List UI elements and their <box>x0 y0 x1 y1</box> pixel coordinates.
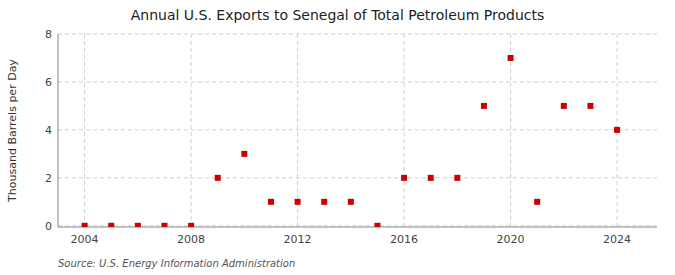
y-tick-label: 8 <box>45 28 52 41</box>
point <box>215 175 221 181</box>
source: Source: U.S. Energy Information Administ… <box>58 258 295 269</box>
title: Annual U.S. Exports to Senegal of Total … <box>131 7 545 23</box>
chart: Annual U.S. Exports to Senegal of Total … <box>0 0 675 275</box>
point <box>268 199 274 205</box>
grid-line <box>58 34 657 35</box>
point <box>108 223 114 227</box>
grid-line <box>84 34 85 227</box>
point <box>374 223 380 227</box>
point <box>508 55 514 61</box>
point <box>82 223 88 227</box>
point <box>321 199 327 205</box>
x-tick-label: 2016 <box>390 233 418 246</box>
y-tick-label: 0 <box>45 220 52 233</box>
grid-line <box>58 177 657 178</box>
x-axis-line <box>58 227 657 228</box>
points <box>82 55 620 227</box>
y-tick-label: 2 <box>45 172 52 185</box>
point <box>587 103 593 109</box>
grid <box>58 34 657 227</box>
point <box>295 199 301 205</box>
point <box>561 103 567 109</box>
y-tick-label: 6 <box>45 76 52 89</box>
point <box>614 127 620 133</box>
y-axis-label: Thousand Barrels per Day <box>6 59 19 203</box>
x-tick-label: 2008 <box>177 233 205 246</box>
point <box>534 199 540 205</box>
grid-line <box>58 81 657 82</box>
y-axis-line <box>58 34 59 227</box>
point <box>348 199 354 205</box>
x-tick-label: 2004 <box>71 233 99 246</box>
point <box>428 175 434 181</box>
x-tick-label: 2020 <box>497 233 525 246</box>
point <box>188 223 194 227</box>
point <box>481 103 487 109</box>
point <box>401 175 407 181</box>
x-tick-label: 2024 <box>603 233 631 246</box>
grid-line <box>58 225 657 226</box>
grid-line <box>510 34 511 227</box>
point <box>161 223 167 227</box>
y-tick-label: 4 <box>45 124 52 137</box>
x-tick-label: 2012 <box>284 233 312 246</box>
grid-line <box>58 129 657 130</box>
grid-line <box>191 34 192 227</box>
grid-line <box>297 34 298 227</box>
point <box>135 223 141 227</box>
point <box>241 151 247 157</box>
grid-line <box>404 34 405 227</box>
point <box>454 175 460 181</box>
